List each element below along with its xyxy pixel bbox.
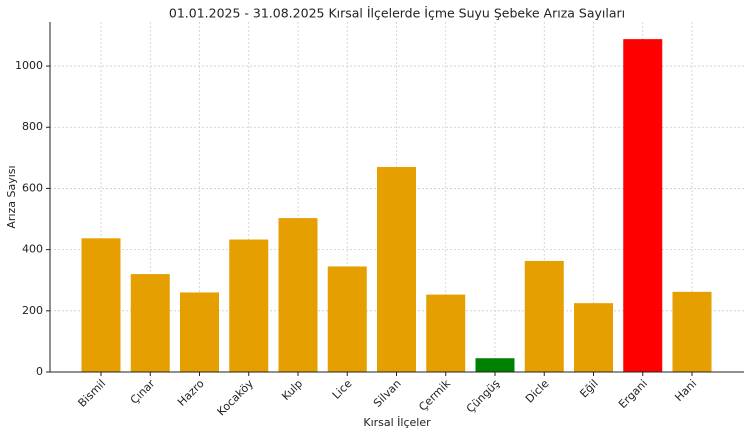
y-tick-label: 800 — [22, 120, 43, 133]
x-axis-label: Kırsal İlçeler — [363, 416, 431, 429]
bar — [130, 274, 170, 372]
bar — [475, 358, 515, 372]
x-tick-label: Kulp — [279, 377, 305, 403]
y-tick-label: 0 — [36, 365, 43, 378]
x-tick-label: Ergani — [616, 377, 650, 411]
bar — [377, 167, 416, 372]
bar — [229, 239, 269, 372]
y-axis-label: Arıza Sayısı — [5, 165, 18, 228]
y-tick-label: 1000 — [15, 59, 43, 72]
x-tick-label: Çınar — [128, 377, 158, 407]
x-tick-label: Eğil — [577, 377, 600, 400]
bar — [278, 218, 318, 372]
x-tick-label: Silvan — [371, 377, 404, 410]
bar — [180, 292, 219, 372]
bar — [524, 260, 564, 372]
bar — [81, 238, 121, 372]
x-tick-label: Lice — [330, 377, 355, 402]
x-tick-label: Kocaköy — [215, 377, 257, 419]
x-tick-label: Dicle — [523, 377, 552, 406]
x-tick-label: Hazro — [175, 377, 207, 409]
x-tick-label: Çermik — [416, 377, 453, 414]
bar — [426, 294, 466, 372]
x-tick-label: Bismil — [76, 377, 109, 410]
bar — [672, 291, 712, 372]
chart-title: 01.01.2025 - 31.08.2025 Kırsal İlçelerde… — [169, 6, 625, 21]
y-tick-label: 200 — [22, 304, 43, 317]
bar — [623, 39, 663, 372]
y-tick-label: 600 — [22, 181, 43, 194]
x-tick-label: Çüngüş — [464, 377, 503, 416]
bar — [574, 303, 613, 372]
bar — [327, 266, 367, 372]
y-tick-label: 400 — [22, 243, 43, 256]
x-tick-label: Hani — [672, 377, 699, 404]
